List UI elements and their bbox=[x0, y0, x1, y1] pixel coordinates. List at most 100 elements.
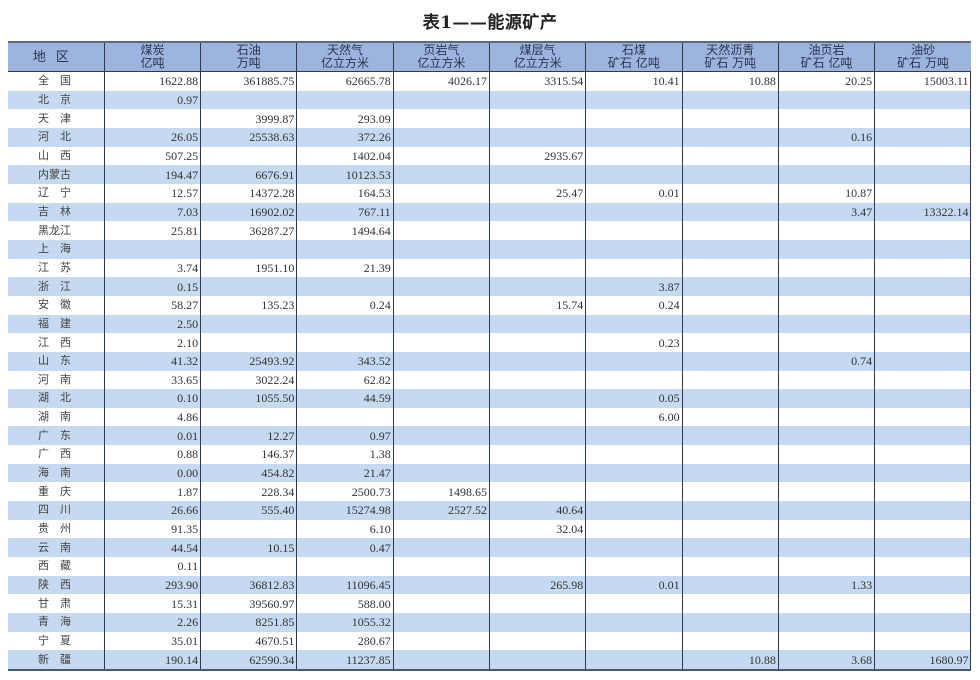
value-cell: 58.27 bbox=[103, 295, 201, 315]
value-cell: 1055.32 bbox=[296, 613, 394, 632]
column-header-unit: 亿立方米 bbox=[417, 56, 466, 70]
value-cell bbox=[585, 239, 683, 259]
value-cell: 10.88 bbox=[681, 650, 779, 670]
value-cell bbox=[585, 650, 683, 670]
value-cell bbox=[681, 202, 779, 222]
value-cell bbox=[681, 109, 779, 128]
value-cell bbox=[488, 463, 586, 483]
region-cell: 安 徽 bbox=[38, 298, 71, 312]
table-row: 安 徽 58.27 135.23 0.24 15.74 0.24 bbox=[8, 295, 972, 315]
value-cell bbox=[488, 221, 586, 240]
value-cell bbox=[585, 314, 683, 334]
value-cell bbox=[488, 426, 586, 446]
region-cell: 海 南 bbox=[8, 463, 105, 483]
value-cell bbox=[777, 613, 875, 632]
table-title: 表1——能源矿产 bbox=[422, 13, 558, 33]
value-cell bbox=[777, 90, 875, 110]
value-cell bbox=[296, 239, 394, 259]
value-cell bbox=[200, 407, 297, 427]
region-cell: 吉 林 bbox=[8, 202, 105, 222]
value-cell bbox=[392, 519, 490, 539]
value-cell bbox=[777, 519, 875, 539]
region-cell: 青 海 bbox=[8, 613, 105, 632]
column-header: 天然气 亿立方米 bbox=[296, 42, 394, 72]
value-cell: 0.88 bbox=[103, 445, 201, 464]
value-cell bbox=[296, 314, 394, 334]
value-cell bbox=[392, 146, 490, 166]
table-row: 上 海 bbox=[8, 239, 972, 259]
value-cell bbox=[777, 258, 875, 278]
table-row: 河 北 26.05 25538.63 372.26 0.16 bbox=[8, 127, 972, 147]
column-header-unit: 亿吨 bbox=[140, 56, 165, 70]
value-cell bbox=[392, 594, 490, 614]
value-cell bbox=[585, 482, 683, 502]
value-cell: 3.74 bbox=[103, 258, 201, 278]
column-header-name: 石煤 bbox=[621, 43, 646, 57]
table-row: 黑龙江 25.81 36287.27 1494.64 bbox=[8, 221, 972, 240]
table-body: 全 国 1622.88 361885.75 62665.78 4026.17 3315.5… bbox=[8, 71, 972, 670]
value-cell: 0.01 bbox=[103, 426, 201, 446]
value-cell bbox=[777, 501, 875, 520]
value-cell bbox=[488, 445, 586, 464]
value-cell bbox=[681, 277, 779, 296]
value-cell bbox=[777, 221, 875, 240]
value-cell bbox=[681, 146, 779, 166]
value-cell bbox=[392, 426, 490, 446]
table-row: 浙 江 0.15 3.87 bbox=[8, 277, 972, 296]
value-cell bbox=[488, 650, 586, 670]
value-cell: 265.98 bbox=[488, 575, 586, 595]
region-cell: 陕 西 bbox=[8, 575, 105, 595]
value-cell: 2500.73 bbox=[296, 482, 394, 502]
value-cell: 3022.24 bbox=[200, 370, 297, 390]
value-cell: 6676.91 bbox=[200, 165, 297, 184]
value-cell: 0.05 bbox=[585, 389, 683, 408]
region-cell: 云 南 bbox=[8, 538, 105, 558]
value-cell bbox=[392, 127, 490, 147]
value-cell: 44.59 bbox=[296, 389, 394, 408]
value-cell bbox=[585, 631, 683, 651]
table-row: 北 京 0.97 bbox=[8, 90, 972, 110]
value-cell bbox=[392, 575, 490, 595]
value-cell: 3999.87 bbox=[200, 109, 297, 128]
value-cell: 0.97 bbox=[103, 90, 201, 110]
value-cell bbox=[392, 202, 490, 222]
column-header: 煤炭 亿吨 bbox=[103, 42, 201, 72]
table-row: 全 国 1622.88 361885.75 62665.78 4026.17 3315.5… bbox=[8, 71, 972, 91]
table-row: 广 东 0.01 12.27 0.97 bbox=[8, 426, 972, 446]
table-row: 天 津 3999.87 293.09 bbox=[8, 109, 972, 128]
value-cell bbox=[874, 109, 972, 128]
value-cell bbox=[681, 127, 779, 147]
value-cell: 26.66 bbox=[103, 501, 201, 520]
value-cell bbox=[392, 407, 490, 427]
value-cell: 588.00 bbox=[296, 594, 394, 614]
value-cell bbox=[488, 258, 586, 278]
region-cell: 新 疆 bbox=[8, 650, 105, 670]
value-cell bbox=[392, 239, 490, 259]
value-cell: 0.10 bbox=[103, 389, 201, 408]
value-cell bbox=[488, 333, 586, 352]
value-cell: 372.26 bbox=[296, 127, 394, 147]
value-cell bbox=[777, 239, 875, 259]
value-cell: 11096.45 bbox=[296, 575, 394, 595]
value-cell bbox=[103, 109, 201, 128]
value-cell bbox=[488, 90, 586, 110]
value-cell: 36812.83 bbox=[200, 575, 297, 595]
value-cell: 4026.17 bbox=[392, 71, 490, 91]
value-cell bbox=[874, 519, 972, 539]
value-cell: 555.40 bbox=[200, 501, 297, 520]
value-cell bbox=[874, 127, 972, 147]
value-cell bbox=[681, 613, 779, 632]
value-cell bbox=[777, 557, 875, 576]
table-row: 重 庆 1.87 228.34 2500.73 1498.65 bbox=[8, 482, 972, 502]
value-cell bbox=[681, 631, 779, 651]
value-cell: 0.74 bbox=[777, 351, 875, 371]
value-cell bbox=[585, 501, 683, 520]
value-cell bbox=[681, 426, 779, 446]
value-cell bbox=[874, 594, 972, 614]
value-cell bbox=[488, 127, 586, 147]
value-cell bbox=[777, 277, 875, 296]
region-cell: 西 藏 bbox=[38, 559, 71, 573]
value-cell: 15274.98 bbox=[296, 501, 394, 520]
value-cell: 10.15 bbox=[200, 538, 297, 558]
value-cell: 293.90 bbox=[103, 575, 201, 595]
